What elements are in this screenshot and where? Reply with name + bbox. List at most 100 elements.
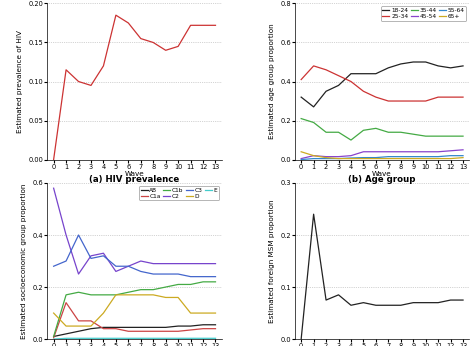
18-24 <box>435 64 441 68</box>
35-44 <box>410 132 416 136</box>
D <box>126 293 131 297</box>
X-axis label: Wave: Wave <box>372 171 392 177</box>
25-34 <box>361 89 366 93</box>
55-64 <box>448 154 454 158</box>
C1a <box>113 327 118 331</box>
Line: 55-64: 55-64 <box>301 156 463 160</box>
45-54 <box>336 155 341 159</box>
55-64 <box>435 155 441 159</box>
25-34 <box>448 95 454 99</box>
E <box>175 336 181 340</box>
D <box>175 295 181 300</box>
45-54 <box>448 149 454 153</box>
E <box>113 336 118 340</box>
25-34 <box>373 95 379 99</box>
D <box>150 293 156 297</box>
AB <box>88 327 94 331</box>
C2 <box>126 264 131 268</box>
E <box>76 336 82 340</box>
65+ <box>448 156 454 161</box>
18-24 <box>385 66 391 70</box>
65+ <box>410 156 416 161</box>
18-24 <box>348 72 354 76</box>
Line: AB: AB <box>54 325 216 336</box>
D <box>63 324 69 328</box>
Legend: 18-24, 25-34, 35-44, 45-54, 55-64, 65+: 18-24, 25-34, 35-44, 45-54, 55-64, 65+ <box>381 6 466 21</box>
D <box>113 293 118 297</box>
45-54 <box>435 150 441 154</box>
C1b <box>163 285 169 289</box>
X-axis label: Wave: Wave <box>125 171 145 177</box>
18-24 <box>410 60 416 64</box>
C2 <box>200 262 206 266</box>
D <box>51 311 56 315</box>
AB <box>51 334 56 338</box>
18-24 <box>361 72 366 76</box>
C1a <box>150 329 156 333</box>
E <box>88 336 94 340</box>
Line: C1a: C1a <box>54 303 216 338</box>
25-34 <box>298 78 304 82</box>
45-54 <box>298 156 304 161</box>
Line: E: E <box>54 338 216 339</box>
45-54 <box>361 150 366 154</box>
Text: (b) Age group: (b) Age group <box>348 175 416 184</box>
18-24 <box>323 89 329 93</box>
55-64 <box>348 156 354 160</box>
35-44 <box>385 130 391 134</box>
D <box>76 324 82 328</box>
45-54 <box>385 150 391 154</box>
E <box>138 336 144 340</box>
55-64 <box>423 155 428 159</box>
35-44 <box>460 134 466 138</box>
Y-axis label: Estimated foreign MSM proportion: Estimated foreign MSM proportion <box>269 199 274 323</box>
C3 <box>88 256 94 261</box>
C2 <box>51 186 56 190</box>
Line: 65+: 65+ <box>301 152 463 158</box>
35-44 <box>323 130 329 134</box>
Line: C1b: C1b <box>54 282 216 336</box>
E <box>200 336 206 340</box>
65+ <box>385 156 391 161</box>
55-64 <box>373 156 379 160</box>
E <box>163 336 169 340</box>
C2 <box>163 262 169 266</box>
55-64 <box>385 155 391 159</box>
55-64 <box>361 156 366 160</box>
25-34 <box>435 95 441 99</box>
65+ <box>323 156 329 160</box>
45-54 <box>410 150 416 154</box>
25-34 <box>385 99 391 103</box>
E <box>100 336 106 340</box>
C1a <box>88 319 94 323</box>
65+ <box>298 150 304 154</box>
65+ <box>311 154 317 158</box>
C2 <box>76 272 82 276</box>
AB <box>138 325 144 329</box>
E <box>213 336 219 340</box>
C3 <box>51 264 56 268</box>
C1a <box>175 329 181 333</box>
C1b <box>51 334 56 338</box>
35-44 <box>373 126 379 130</box>
35-44 <box>336 130 341 134</box>
C1b <box>76 290 82 294</box>
18-24 <box>311 105 317 109</box>
C3 <box>175 272 181 276</box>
35-44 <box>435 134 441 138</box>
C2 <box>175 262 181 266</box>
55-64 <box>323 156 329 161</box>
AB <box>76 329 82 333</box>
55-64 <box>460 154 466 158</box>
C3 <box>163 272 169 276</box>
55-64 <box>311 156 317 161</box>
D <box>200 311 206 315</box>
65+ <box>460 156 466 160</box>
Line: D: D <box>54 295 216 326</box>
C3 <box>138 269 144 273</box>
C1b <box>100 293 106 297</box>
65+ <box>336 156 341 161</box>
35-44 <box>348 138 354 142</box>
C3 <box>126 264 131 268</box>
C1a <box>213 327 219 331</box>
